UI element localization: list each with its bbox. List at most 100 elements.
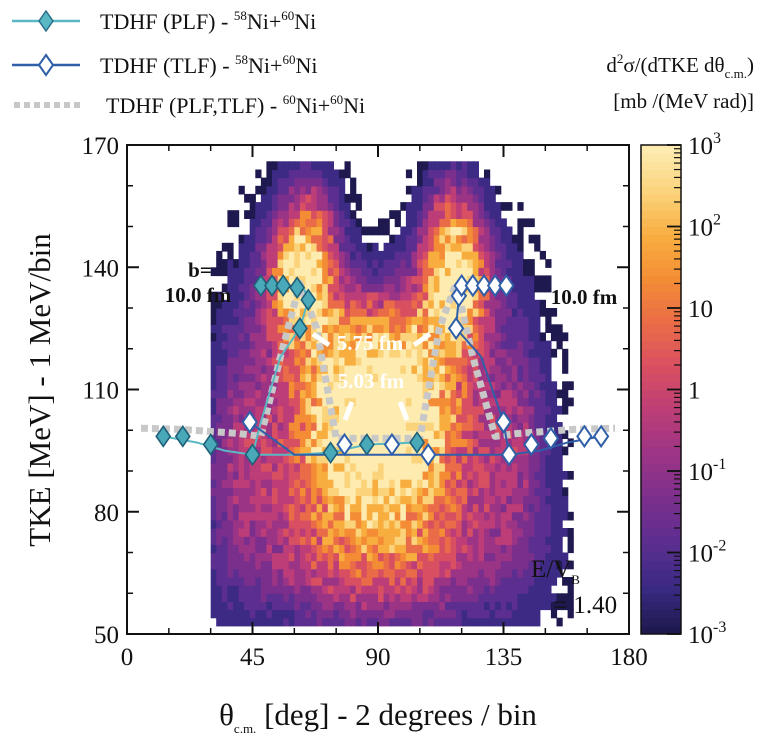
heatmap-cell [556, 519, 563, 529]
heatmap-cell [444, 601, 452, 611]
heatmap-cell [249, 193, 256, 203]
heatmap-cell [327, 462, 334, 472]
heatmap-cell [227, 462, 234, 472]
heatmap-cell [439, 479, 446, 488]
heatmap-cell [500, 202, 507, 211]
heatmap-cell [511, 454, 519, 464]
heatmap-cell [489, 226, 496, 236]
heatmap-cell [255, 495, 262, 505]
heatmap-cell [350, 601, 357, 611]
heatmap-cell [333, 405, 340, 415]
heatmap-cell [238, 373, 245, 382]
heatmap-cell [249, 308, 256, 317]
heatmap-cell [327, 185, 334, 195]
heatmap-cell [299, 242, 307, 252]
heatmap-cell [322, 577, 329, 586]
heatmap-cell [394, 617, 401, 627]
heatmap-cell [350, 568, 357, 578]
heatmap-cell [249, 519, 256, 529]
heatmap-cell [511, 373, 519, 382]
heatmap-cell [255, 446, 262, 456]
heatmap-cell [400, 519, 407, 529]
heatmap-cell [478, 308, 485, 317]
heatmap-cell [389, 332, 396, 342]
heatmap-cell [389, 422, 396, 431]
heatmap-cell [372, 291, 379, 301]
heatmap-cell [534, 381, 541, 391]
heatmap-cell [495, 381, 502, 391]
heatmap-cell [389, 552, 396, 562]
heatmap-cell [266, 210, 273, 219]
heatmap-cell [244, 536, 251, 545]
heatmap-cell [288, 544, 295, 554]
heatmap-cell [266, 577, 273, 586]
heatmap-cell [489, 487, 496, 497]
heatmap-cell [461, 348, 468, 358]
heatmap-cell [350, 503, 357, 513]
heatmap-cell [489, 242, 496, 252]
heatmap-cell [422, 291, 429, 301]
heatmap-cell [361, 381, 368, 391]
heatmap-cell [294, 511, 301, 521]
heatmap-cell [299, 218, 307, 228]
heatmap-cell [450, 389, 457, 399]
heatmap-cell [456, 234, 463, 244]
heatmap-cell [233, 601, 240, 611]
heatmap-cell [450, 560, 457, 570]
heatmap-cell [411, 308, 418, 317]
heatmap-cell [444, 462, 452, 472]
heatmap-cell [244, 242, 251, 252]
heatmap-cell [294, 446, 301, 456]
heatmap-cell [372, 397, 379, 407]
heatmap-cell [322, 283, 329, 293]
heatmap-cell [355, 609, 362, 619]
heatmap-cell [405, 617, 413, 627]
heatmap-cell [378, 405, 385, 415]
heatmap-cell [299, 577, 307, 586]
heatmap-cell [528, 332, 535, 342]
heatmap-cell [316, 560, 323, 570]
heatmap-cell [478, 218, 485, 228]
heatmap-cell [244, 544, 251, 554]
heatmap-cell [249, 275, 256, 285]
heatmap-cell [405, 356, 413, 366]
heatmap-cell [366, 332, 373, 342]
heatmap-cell [511, 308, 519, 317]
colorbar-tick-label: 1 [688, 378, 701, 405]
heatmap-cell [500, 462, 507, 472]
tlf-point [498, 273, 515, 298]
heatmap-cell [383, 348, 390, 358]
heatmap-cell [350, 471, 357, 480]
heatmap-cell [411, 365, 418, 374]
heatmap-cell [456, 479, 463, 488]
heatmap-cell [355, 536, 362, 545]
heatmap-cell [350, 430, 357, 439]
heatmap-cell [294, 593, 301, 602]
heatmap-cell [383, 356, 390, 366]
heatmap-cell [327, 259, 334, 268]
heatmap-cell [339, 259, 346, 268]
heatmap-cell [233, 544, 240, 554]
heatmap-cell [394, 218, 401, 228]
heatmap-cell [266, 438, 273, 448]
heatmap-cell [389, 356, 396, 366]
heatmap-cell [305, 218, 312, 228]
heatmap-cell [478, 479, 485, 488]
heatmap-cell [472, 210, 479, 219]
heatmap-cell [249, 609, 256, 619]
heatmap-cell [417, 332, 424, 342]
heatmap-cell [238, 291, 245, 301]
heatmap-cell [249, 462, 256, 472]
heatmap-cell [277, 528, 284, 537]
heatmap-cell [528, 552, 535, 562]
heatmap-cell [327, 218, 334, 228]
heatmap-cell [277, 193, 284, 203]
heatmap-cell [299, 259, 307, 268]
heatmap-cell [294, 316, 301, 325]
heatmap-cell [484, 169, 491, 179]
heatmap-cell [511, 617, 519, 627]
heatmap-cell [305, 609, 312, 619]
heatmap-cell [528, 495, 535, 505]
heatmap-cell [528, 413, 535, 423]
